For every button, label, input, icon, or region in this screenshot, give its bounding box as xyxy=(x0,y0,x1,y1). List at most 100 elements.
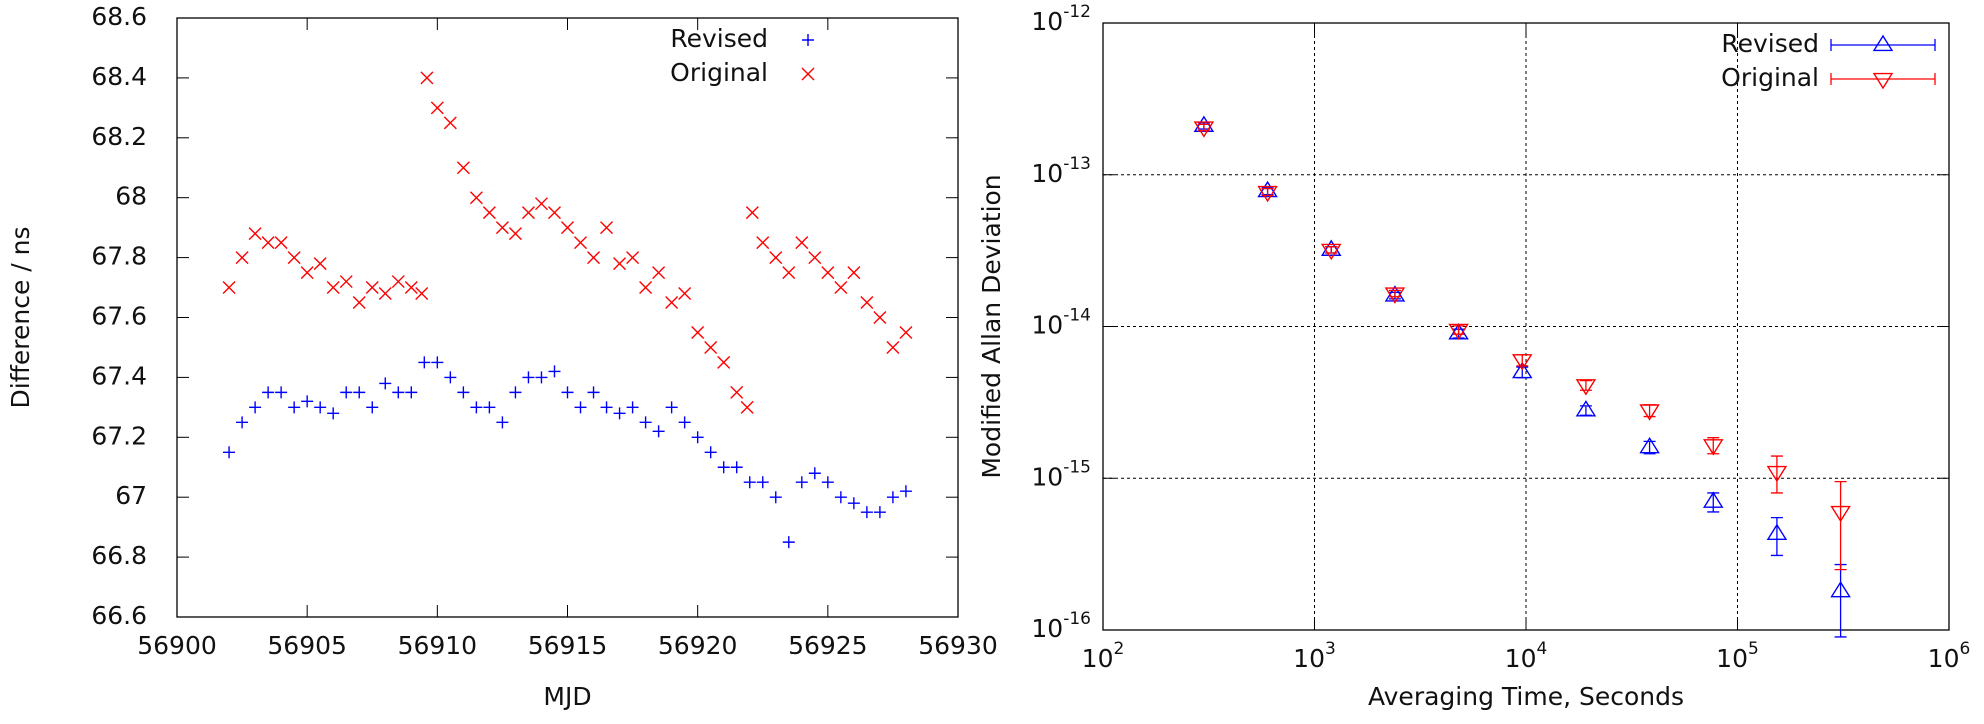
data-point xyxy=(717,461,730,474)
tick-label: 10-15 xyxy=(1031,457,1091,491)
data-point xyxy=(574,401,587,414)
error-bar xyxy=(1452,325,1465,335)
data-point xyxy=(1639,404,1660,421)
tick-label: 56925 xyxy=(788,631,868,660)
data-point xyxy=(639,281,653,295)
legend-label: Original xyxy=(670,58,768,87)
data-point xyxy=(340,386,353,399)
data-point xyxy=(795,236,809,250)
data-point xyxy=(665,401,678,414)
tick-label: 56930 xyxy=(918,631,998,660)
error-bar xyxy=(1770,517,1783,557)
data-point xyxy=(521,206,535,220)
data-point xyxy=(1384,287,1406,304)
error-bar xyxy=(1770,455,1783,494)
tick-label-base: 10 xyxy=(1293,644,1325,673)
data-point xyxy=(1830,580,1851,598)
data-point xyxy=(300,266,314,280)
data-point xyxy=(547,206,561,220)
tick-label: 67.2 xyxy=(91,421,147,450)
data-point xyxy=(834,281,848,295)
data-point xyxy=(248,227,262,241)
data-point xyxy=(508,227,522,241)
data-point xyxy=(665,296,679,310)
data-point xyxy=(769,491,782,504)
data-point xyxy=(535,371,548,384)
data-point xyxy=(274,236,288,250)
data-point xyxy=(756,236,770,250)
data-point xyxy=(756,476,769,489)
data-point xyxy=(379,377,392,390)
data-point xyxy=(847,497,860,510)
data-point xyxy=(262,386,275,399)
legend-label: Original xyxy=(1721,63,1819,92)
data-point xyxy=(899,485,912,498)
data-point xyxy=(860,506,873,519)
data-point xyxy=(574,236,588,250)
data-point xyxy=(769,251,783,265)
data-point xyxy=(236,416,249,429)
tick-label-exponent: -13 xyxy=(1063,154,1091,174)
error-bar xyxy=(1643,440,1656,455)
data-point xyxy=(652,425,665,438)
error-bar xyxy=(1707,492,1720,513)
data-point xyxy=(587,386,600,399)
tick-label-base: 10 xyxy=(1082,644,1114,673)
data-point xyxy=(287,251,301,265)
data-point xyxy=(288,401,301,414)
data-point xyxy=(495,221,509,235)
data-point xyxy=(1193,121,1215,138)
data-point xyxy=(886,340,900,354)
tick-label: 10-12 xyxy=(1031,2,1091,36)
data-point xyxy=(391,275,405,289)
tick-label-base: 10 xyxy=(1031,311,1063,340)
tick-label-exponent: 6 xyxy=(1959,639,1970,659)
data-point xyxy=(600,221,614,235)
tick-label-base: 10 xyxy=(1031,614,1063,643)
data-point xyxy=(860,296,874,310)
tick-label: 103 xyxy=(1293,639,1336,673)
data-point xyxy=(470,401,483,414)
error-bar xyxy=(1834,480,1847,571)
data-point xyxy=(457,386,470,399)
legend-line xyxy=(1830,73,1936,85)
data-point xyxy=(873,311,887,324)
data-point xyxy=(782,266,796,280)
data-point xyxy=(717,355,731,369)
data-point xyxy=(431,356,444,369)
data-point xyxy=(847,266,861,280)
tick-label: 56920 xyxy=(658,631,738,660)
data-point xyxy=(249,401,262,414)
error-bar xyxy=(1643,404,1656,418)
data-point xyxy=(678,416,691,429)
data-point xyxy=(1320,243,1342,261)
tick-label-base: 10 xyxy=(1716,644,1748,673)
data-point xyxy=(483,401,496,414)
data-point xyxy=(469,191,483,205)
data-point xyxy=(561,221,574,235)
tick-label: 67.6 xyxy=(91,302,147,331)
tick-label-exponent: -15 xyxy=(1063,457,1091,477)
x-axis-label: MJD xyxy=(543,682,591,711)
data-point xyxy=(1511,361,1533,379)
tick-label-exponent: 2 xyxy=(1113,639,1124,659)
data-point xyxy=(1511,354,1533,371)
data-point xyxy=(1639,436,1660,454)
data-point xyxy=(430,101,444,115)
data-point xyxy=(639,416,652,429)
tick-label-base: 10 xyxy=(1031,7,1063,36)
data-point xyxy=(235,251,249,265)
data-point xyxy=(522,371,535,384)
data-point xyxy=(886,491,899,504)
tick-label-exponent: -16 xyxy=(1063,609,1091,629)
data-point xyxy=(366,401,379,414)
data-point xyxy=(745,206,759,220)
tick-label: 68.2 xyxy=(91,122,147,151)
data-point xyxy=(339,275,353,289)
error-bar xyxy=(1579,379,1592,391)
data-point xyxy=(1257,180,1278,198)
tick-label: 56915 xyxy=(528,631,608,660)
tick-label: 67 xyxy=(115,481,147,510)
tick-label-exponent: -14 xyxy=(1063,306,1091,326)
